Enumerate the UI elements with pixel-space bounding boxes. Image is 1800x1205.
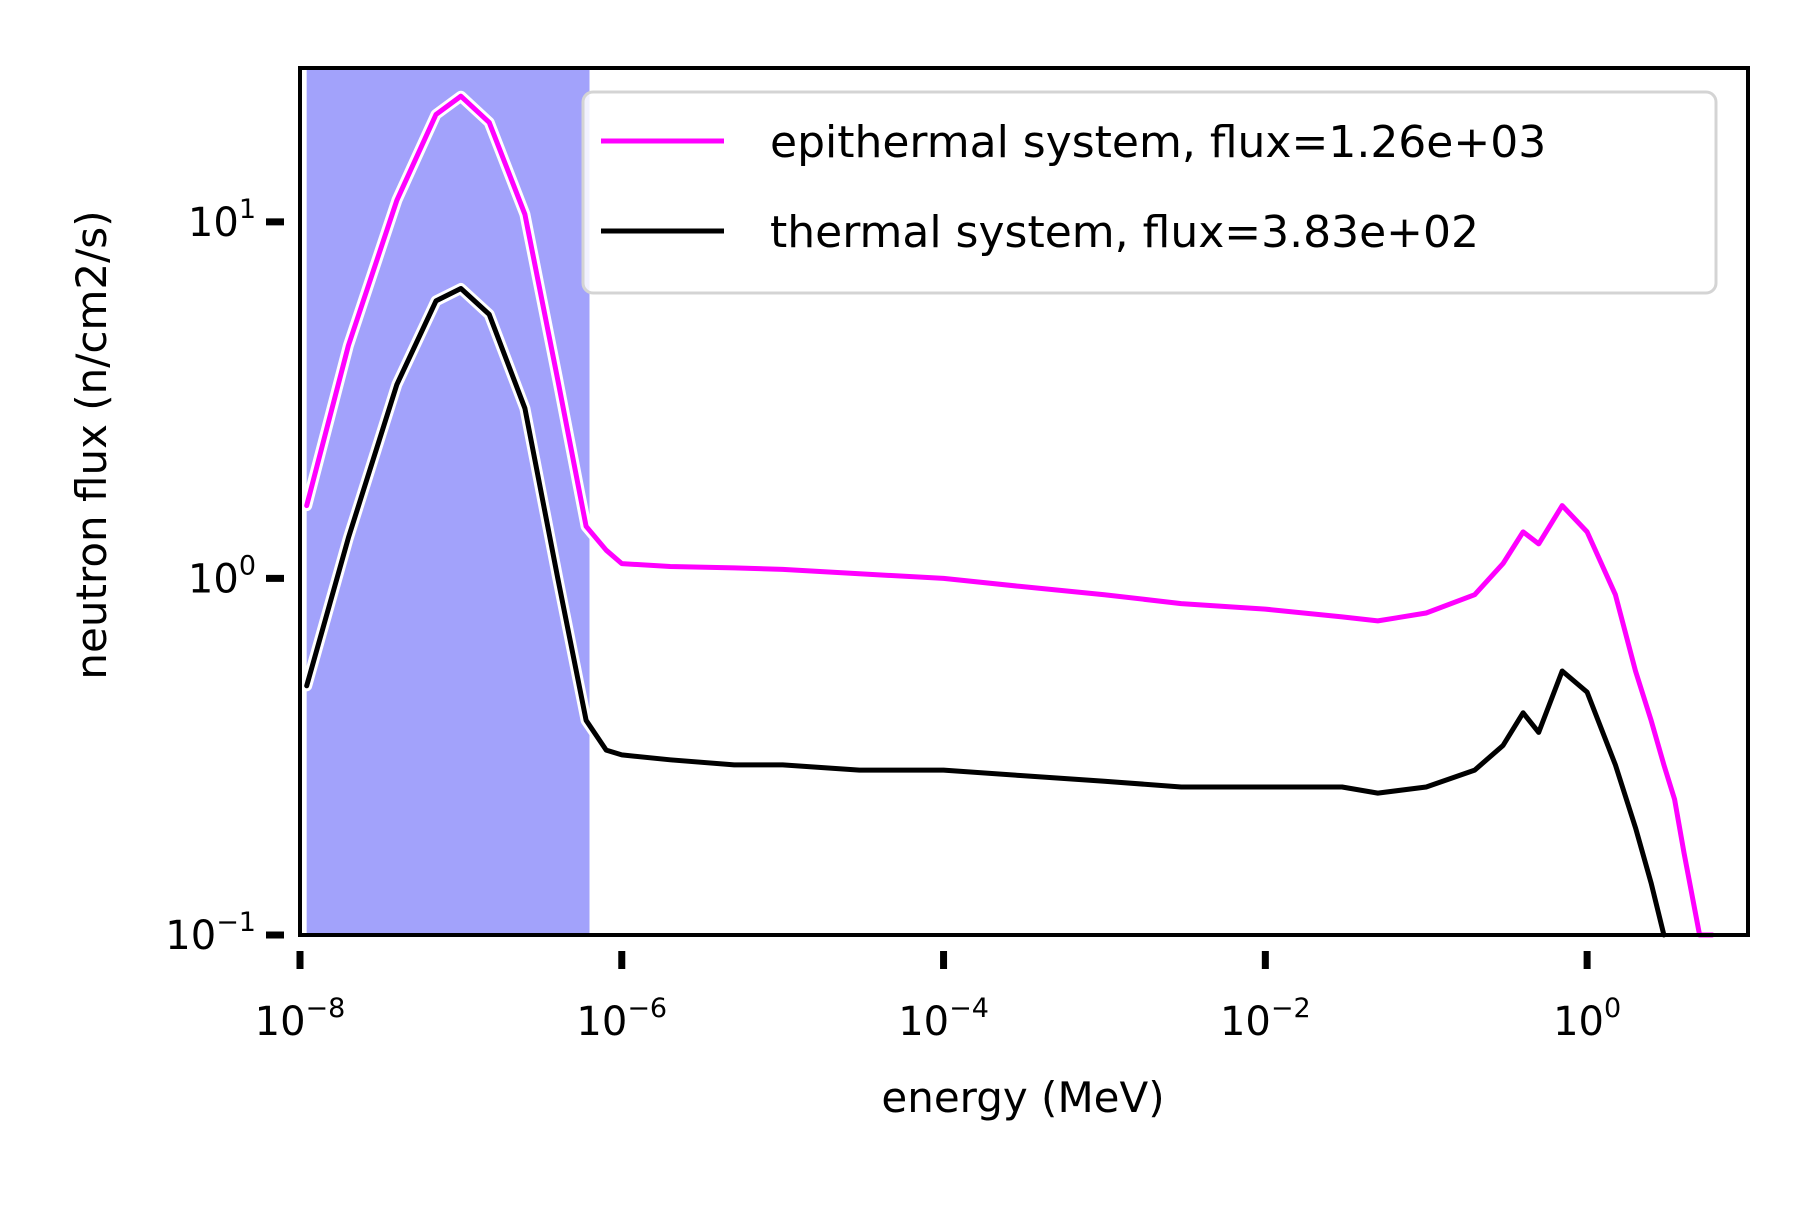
x-tick-label-4: 100 [1553, 993, 1621, 1045]
x-tick-label-2: 10−4 [898, 993, 989, 1045]
y-axis-label: neutron flux (n/cm2/s) [67, 210, 116, 679]
x-tick-label-1: 10−6 [576, 993, 667, 1045]
series-layer [301, 90, 1718, 941]
y-tick-label-2: 101 [188, 194, 256, 246]
legend: epithermal system, flux=1.26e+03 thermal… [581, 90, 1718, 295]
x-tick-label-3: 10−2 [1220, 993, 1311, 1045]
legend-box [581, 90, 1718, 295]
y-tick-label-0: 10−1 [165, 907, 256, 959]
legend-label-epithermal: epithermal system, flux=1.26e+03 [770, 117, 1546, 168]
x-tick-label-0: 10−8 [255, 993, 346, 1045]
plot-frame-rect [298, 66, 1750, 937]
series-line-epithermal [304, 93, 1715, 938]
x-axis-label: energy (MeV) [881, 1073, 1164, 1122]
tick-layer: 10−8 10−6 10−4 10−2 100 10−1 100 101 [165, 194, 1621, 1045]
plot-frame [298, 66, 1750, 937]
legend-label-thermal: thermal system, flux=3.83e+02 [770, 207, 1479, 258]
series-line-thermal [304, 286, 1667, 938]
y-tick-label-1: 100 [188, 550, 256, 602]
